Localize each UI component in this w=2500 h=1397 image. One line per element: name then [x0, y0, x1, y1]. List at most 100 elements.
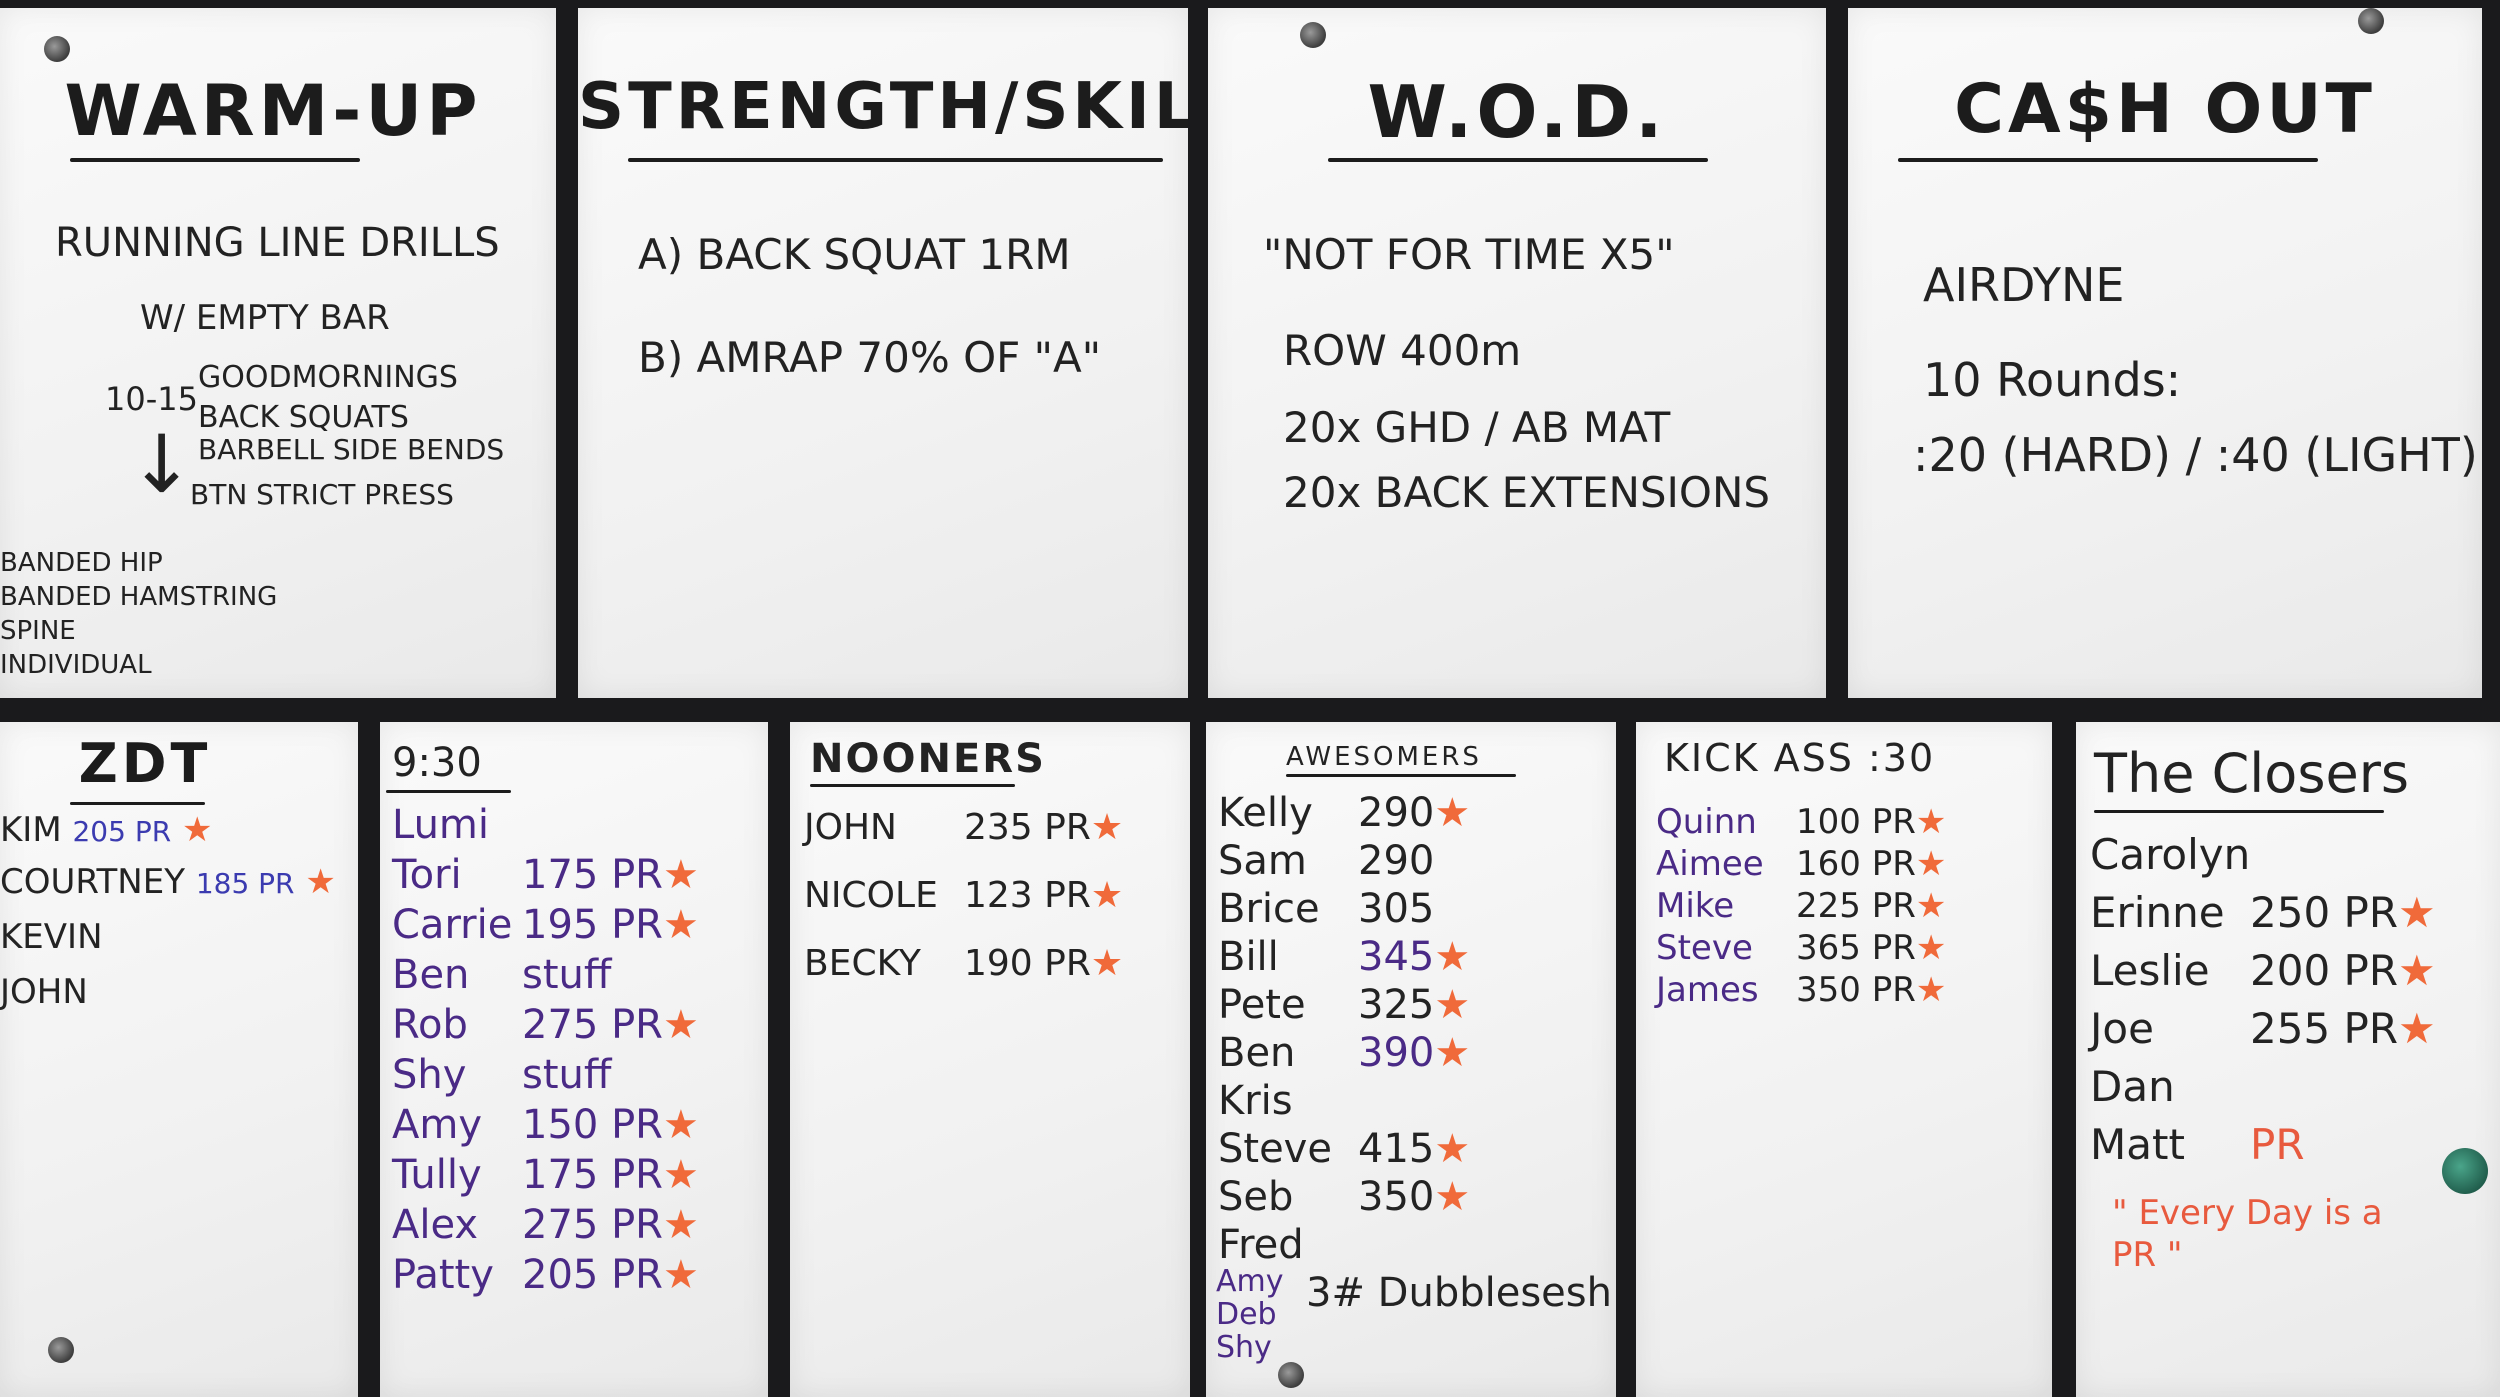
entry-name: James [1656, 970, 1759, 1010]
closers-board: The Closers Carolyn Erinne 250 PR★ Leslie 20… [2076, 722, 2500, 1397]
warmup-line: 10-15 [105, 380, 198, 418]
entry-name: COURTNEY [0, 862, 185, 902]
entry-row: Rob 275 PR★ [392, 1002, 699, 1048]
entry-name: Bill [1218, 934, 1279, 980]
entry-row: JOHN 235 PR★ [804, 807, 1123, 848]
strength-line: B) AMRAP 70% OF "A" [638, 333, 1102, 382]
entry-value: 255 PR [2250, 1004, 2399, 1053]
entry-name: Amy [392, 1102, 482, 1148]
entry-name: Fred [1218, 1222, 1304, 1268]
star-icon: ★ [1434, 1174, 1471, 1220]
entry-value: 175 PR [522, 852, 663, 898]
entry-row: Joe 255 PR★ [2090, 1004, 2436, 1053]
star-icon: ★ [1090, 875, 1124, 916]
entry-row: Amy 150 PR★ [392, 1102, 699, 1148]
warmup-footer: BANDED HAMSTRING [0, 582, 278, 612]
entry-name: BECKY [804, 943, 921, 984]
entry-value: 225 PR [1796, 886, 1916, 926]
cashout-title: CA$H OUT [1954, 70, 2376, 149]
entry-row: Shy stuff [392, 1052, 611, 1098]
entry-row: Ben stuff [392, 952, 611, 998]
entry-value: stuff [522, 952, 612, 998]
entry-row: Mike 225 PR★ [1656, 886, 1946, 926]
cashout-line: :20 (HARD) / :40 (LIGHT) [1913, 428, 2478, 482]
wod-line: "NOT FOR TIME X5" [1263, 230, 1675, 279]
wod-title-underline [1328, 158, 1708, 162]
entry-row: Aimee 160 PR★ [1656, 844, 1946, 884]
entry-value: 415 [1358, 1126, 1435, 1172]
warmup-footer: SPINE [0, 616, 76, 646]
group-name: Shy [1216, 1330, 1272, 1365]
wod-board: W.O.D. "NOT FOR TIME X5" ROW 400m 20x GH… [1208, 8, 1826, 698]
entry-value: 350 [1358, 1174, 1435, 1220]
strength-title-underline [628, 158, 1163, 162]
entry-row: Alex 275 PR★ [392, 1202, 699, 1248]
entry-row: KIM 205 PR ★ [0, 810, 212, 850]
entry-name: Ben [392, 952, 470, 998]
entry-name: KEVIN [0, 917, 103, 957]
star-icon: ★ [1434, 1030, 1471, 1076]
entry-value: 305 [1358, 886, 1435, 932]
entry-value: 290 [1358, 790, 1435, 836]
entry-name: Erinne [2090, 888, 2225, 937]
wod-line: 20x BACK EXTENSIONS [1283, 468, 1771, 517]
entry-row: Steve 415★ [1218, 1126, 1470, 1172]
entry-row: Pete 325★ [1218, 982, 1470, 1028]
entry-row: Erinne 250 PR★ [2090, 888, 2436, 937]
entry-name: Quinn [1656, 802, 1757, 842]
star-icon: ★ [1090, 943, 1124, 984]
entry-name: Seb [1218, 1174, 1294, 1220]
pushpin [48, 1337, 74, 1363]
entry-name: NICOLE [804, 875, 938, 916]
entry-value: 190 PR [964, 943, 1091, 984]
star-icon: ★ [1434, 790, 1471, 836]
warmup-board: WARM-UP RUNNING LINE DRILLS W/ EMPTY BAR… [0, 8, 556, 698]
star-icon: ★ [662, 1102, 699, 1148]
entry-row: Patty 205 PR★ [392, 1252, 699, 1298]
awesomers-title-underline [1286, 774, 1516, 777]
entry-value: 275 PR [522, 1202, 663, 1248]
group-note: 3# Dubblesesh [1306, 1270, 1612, 1316]
entry-value: stuff [522, 1052, 612, 1098]
star-icon: ★ [2398, 888, 2436, 937]
star-icon: ★ [1434, 982, 1471, 1028]
cashout-board: CA$H OUT AIRDYNE 10 Rounds: :20 (HARD) /… [1848, 8, 2482, 698]
entry-name: Leslie [2090, 946, 2210, 995]
entry-name: Matt [2090, 1120, 2185, 1169]
entry-name: Steve [1656, 928, 1753, 968]
star-icon: ★ [662, 1202, 699, 1248]
entry-value: 205 PR [72, 815, 172, 848]
entry-value: 123 PR [964, 875, 1091, 916]
entry-name: Pete [1218, 982, 1306, 1028]
strength-board: STRENGTH/SKILL A) BACK SQUAT 1RM B) AMRA… [578, 8, 1188, 698]
entry-row: Brice 305 [1218, 886, 1434, 932]
warmup-line: RUNNING LINE DRILLS [55, 220, 500, 266]
entry-row: Fred [1218, 1222, 1358, 1268]
group-name: Deb [1216, 1297, 1277, 1332]
entry-name: Sam [1218, 838, 1307, 884]
class-930-title-underline [386, 790, 511, 793]
warmup-title-underline [70, 158, 360, 162]
warmup-line: BACK SQUATS [198, 400, 409, 435]
entry-name: Joe [2090, 1004, 2154, 1053]
star-icon: ★ [662, 1152, 699, 1198]
entry-name: Brice [1218, 886, 1320, 932]
entry-row: Carrie 195 PR★ [392, 902, 699, 948]
nooners-title-underline [810, 784, 1015, 787]
entry-name: Kelly [1218, 790, 1313, 836]
entry-value: 325 [1358, 982, 1435, 1028]
strength-line: A) BACK SQUAT 1RM [638, 230, 1071, 279]
star-icon: ★ [662, 1252, 699, 1298]
pushpin [2358, 8, 2384, 34]
entry-value: 150 PR [522, 1102, 663, 1148]
entry-row: Kris [1218, 1078, 1358, 1124]
entry-value: 365 PR [1796, 928, 1916, 968]
entry-row: Dan [2090, 1062, 2250, 1111]
warmup-title: WARM-UP [64, 70, 482, 152]
entry-row: Steve 365 PR★ [1656, 928, 1946, 968]
entry-row: Tully 175 PR★ [392, 1152, 699, 1198]
strength-title: STRENGTH/SKILL [578, 70, 1188, 144]
kickass-board: KICK ASS :30 Quinn 100 PR★ Aimee 160 PR★ Mik… [1636, 722, 2052, 1397]
entry-value: 200 PR [2250, 946, 2399, 995]
entry-value: 205 PR [522, 1252, 663, 1298]
